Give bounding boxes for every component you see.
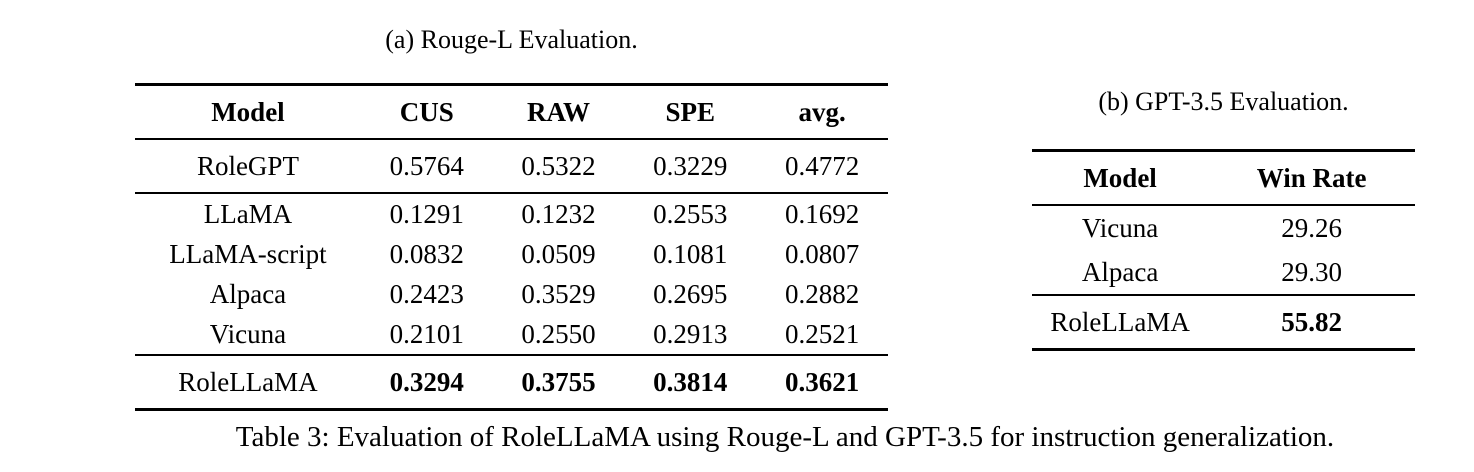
subcaption-a: (a) Rouge-L Evaluation. (385, 25, 638, 54)
model-name: LLaMA (203, 199, 293, 229)
metric-value: 0.5322 (521, 151, 596, 181)
subfigure-a: (a) Rouge-L Evaluation. Model CUS RAW SPE av… (135, 24, 888, 411)
metric-value: 0.3814 (653, 367, 728, 397)
metric-value: 0.2913 (653, 319, 728, 349)
metric-value: 0.0807 (784, 239, 860, 269)
model-name: Vicuna (209, 319, 287, 349)
table-row: Alpaca 29.30 (1032, 250, 1415, 295)
model-name: Alpaca (1081, 257, 1159, 287)
model-name: LLaMA-script (169, 239, 327, 269)
column-header: Model (211, 97, 285, 127)
metric-value: 0.0509 (521, 239, 596, 269)
metric-value: 0.3621 (784, 367, 860, 397)
model-name: Alpaca (209, 279, 287, 309)
metric-value: 0.2553 (653, 199, 728, 229)
metric-value: 0.1291 (389, 199, 464, 229)
metric-value: 0.2695 (653, 279, 728, 309)
table-row: RoleLLaMA 55.82 (1032, 295, 1415, 350)
metric-value: 0.2521 (784, 319, 860, 349)
metric-value: 0.5764 (389, 151, 464, 181)
metric-value: 0.4772 (784, 151, 860, 181)
table-row: Vicuna 0.2101 0.2550 0.2913 0.2521 (135, 314, 888, 355)
metric-value: 55.82 (1281, 307, 1342, 337)
metric-value: 0.2101 (389, 319, 464, 349)
table-caption: Table 3: Evaluation of RoleLLaMA using R… (235, 421, 1335, 453)
metric-value: 0.3294 (389, 367, 464, 397)
model-name: RoleLLaMA (178, 367, 318, 397)
row-group: Vicuna 29.26 Alpaca 29.30 (1032, 205, 1415, 295)
subcaption-b: (b) GPT-3.5 Evaluation. (1098, 87, 1349, 116)
table-row: RoleGPT 0.5764 0.5322 0.3229 0.4772 (135, 139, 888, 193)
row-group: RoleGPT 0.5764 0.5322 0.3229 0.4772 (135, 139, 888, 193)
metric-value: 29.26 (1281, 213, 1342, 243)
column-header: CUS (399, 97, 454, 127)
metric-value: 0.1692 (784, 199, 860, 229)
table-header: Model CUS RAW SPE avg. (135, 85, 888, 140)
metric-value: 29.30 (1281, 257, 1342, 287)
column-header: SPE (665, 97, 716, 127)
metric-value: 0.1081 (653, 239, 728, 269)
metric-value: 0.2550 (521, 319, 596, 349)
model-name: Vicuna (1081, 213, 1159, 243)
metric-value: 0.1232 (521, 199, 596, 229)
header-row: Model Win Rate (1032, 151, 1415, 206)
rouge-l-table: Model CUS RAW SPE avg. RoleGPT 0.5764 0.5322 0.3… (135, 83, 888, 411)
table-header: Model Win Rate (1032, 151, 1415, 206)
column-header: avg. (798, 97, 846, 127)
metric-value: 0.2423 (389, 279, 464, 309)
header-row: Model CUS RAW SPE avg. (135, 85, 888, 140)
metric-value: 0.3529 (521, 279, 596, 309)
column-header: Model (1083, 163, 1157, 193)
table-row: RoleLLaMA 0.3294 0.3755 0.3814 0.3621 (135, 355, 888, 410)
table-row: Vicuna 29.26 (1032, 205, 1415, 250)
table-row: Alpaca 0.2423 0.3529 0.2695 0.2882 (135, 274, 888, 314)
row-group: RoleLLaMA 0.3294 0.3755 0.3814 0.3621 (135, 355, 888, 410)
column-header: RAW (527, 97, 591, 127)
row-group: RoleLLaMA 55.82 (1032, 295, 1415, 350)
metric-value: 0.3229 (653, 151, 728, 181)
model-name: RoleGPT (196, 151, 299, 181)
metric-value: 0.0832 (389, 239, 464, 269)
table-row: LLaMA 0.1291 0.1232 0.2553 0.1692 (135, 193, 888, 234)
metric-value: 0.3755 (521, 367, 596, 397)
model-name: RoleLLaMA (1050, 307, 1190, 337)
gpt35-table: Model Win Rate Vicuna 29.26 Alpaca 29.30 RoleL… (1032, 149, 1415, 351)
table-row: LLaMA-script 0.0832 0.0509 0.1081 0.0807 (135, 234, 888, 274)
metric-value: 0.2882 (784, 279, 860, 309)
column-header: Win Rate (1256, 163, 1367, 193)
subfigure-b: (b) GPT-3.5 Evaluation. Model Win Rate Vic… (1032, 86, 1415, 351)
row-group: LLaMA 0.1291 0.1232 0.2553 0.1692 LLaMA-scrip… (135, 193, 888, 355)
